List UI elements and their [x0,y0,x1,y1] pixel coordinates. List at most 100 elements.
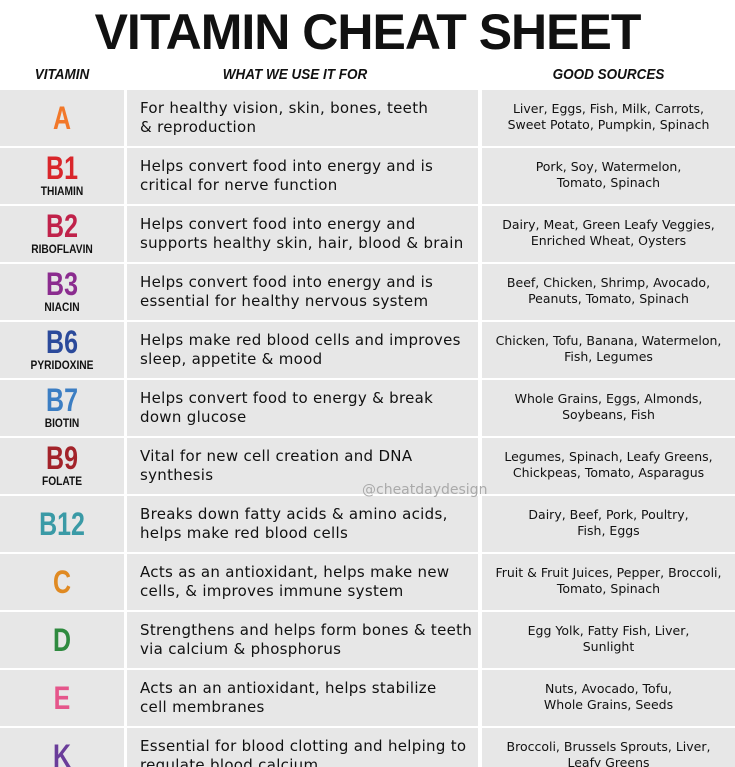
vitamin-letter: B9 [46,440,78,476]
table-cell: K [0,728,124,767]
vitamin-letter: B3 [46,266,78,302]
source-line: Legumes, Spinach, Leafy Greens, [504,449,713,464]
source-line: Chicken, Tofu, Banana, Watermelon, [495,333,722,348]
use-line: helps make red blood cells [140,524,349,542]
vitamin-name: THIAMIN [40,184,84,198]
source-line: Beef, Chicken, Shrimp, Avocado, [506,275,711,290]
source-line: Sunlight [582,639,635,654]
table-cell: Helps make red blood cells and improves s… [127,322,478,378]
source-line: Nuts, Avocado, Tofu, [544,681,672,696]
use-line: For healthy vision, skin, bones, teeth [140,99,429,117]
table-cell: Breaks down fatty acids & amino acids, he… [127,496,478,552]
vitamin-letter: E [53,680,71,716]
vitamin-name: FOLATE [41,474,83,488]
source-line: Chickpeas, Tomato, Asparagus [512,465,705,480]
use-line: Acts as an antioxidant, helps make new [140,563,450,581]
source-line: Tomato, Spinach [556,581,661,596]
use-line: Helps convert food into energy and [140,215,416,233]
use-line: Helps convert food into energy and is [140,273,434,291]
table-cell: B3 NIACIN [0,264,124,320]
table-cell: For healthy vision, skin, bones, teeth & … [127,90,478,146]
table-cell: D [0,612,124,668]
table-cell: Liver, Eggs, Fish, Milk, Carrots, Sweet P… [482,90,735,146]
use-line: Vital for new cell creation and DNA [140,447,413,465]
use-line: supports healthy skin, hair, blood & bra… [140,234,464,252]
vitamin-letter: B6 [46,324,78,360]
table-cell: Beef, Chicken, Shrimp, Avocado, Peanuts, … [482,264,735,320]
source-line: Pork, Soy, Watermelon, [535,159,682,174]
vitamin-letter: D [52,622,72,658]
title: VITAMIN CHEAT SHEET [94,4,642,60]
source-line: Soybeans, Fish [562,407,655,422]
source-line: Leafy Greens [567,755,650,767]
source-line: Broccoli, Brussels Sprouts, Liver, [506,739,711,754]
table-cell: Acts as an antioxidant, helps make new ce… [127,554,478,610]
column-header: WHAT WE USE IT FOR [222,66,368,83]
table-cell: Helps convert food into energy and suppor… [127,206,478,262]
table-cell: Helps convert food into energy and is cri… [127,148,478,204]
use-line: down glucose [140,408,247,426]
use-line: Strengthens and helps form bones & teeth [140,621,473,639]
vitamin-name: NIACIN [44,300,80,314]
source-line: Dairy, Beef, Pork, Poultry, [528,507,689,522]
vitamin-name: BIOTIN [44,416,80,430]
source-line: Fruit & Fruit Juices, Pepper, Broccoli, [495,565,722,580]
source-line: Fish, Eggs [577,523,640,538]
table-cell: Legumes, Spinach, Leafy Greens, Chickpeas… [482,438,735,494]
use-line: sleep, appetite & mood [140,350,323,368]
vitamin-letter: B1 [46,150,78,186]
table-cell: Dairy, Beef, Pork, Poultry, Fish, Eggs [482,496,735,552]
use-line: & reproduction [140,118,257,136]
table-cell: Chicken, Tofu, Banana, Watermelon, Fish, … [482,322,735,378]
table-cell: C [0,554,124,610]
column-header: GOOD SOURCES [552,66,665,83]
source-line: Egg Yolk, Fatty Fish, Liver, [527,623,690,638]
source-line: Dairy, Meat, Green Leafy Veggies, [502,217,715,232]
source-line: Peanuts, Tomato, Spinach [528,291,689,306]
use-line: essential for healthy nervous system [140,292,429,310]
table-cell: Acts an an antioxidant, helps stabilize c… [127,670,478,726]
source-line: Enriched Wheat, Oysters [530,233,687,248]
source-line: Whole Grains, Seeds [543,697,674,712]
table-cell: B9 FOLATE [0,438,124,494]
vitamin-letter: B12 [39,506,85,542]
vitamin-letter: K [52,738,72,767]
use-line: critical for nerve function [140,176,338,194]
table-cell: Fruit & Fruit Juices, Pepper, Broccoli, T… [482,554,735,610]
use-line: synthesis [140,466,214,484]
source-line: Liver, Eggs, Fish, Milk, Carrots, [512,101,705,116]
use-line: Helps convert food into energy and is [140,157,434,175]
use-line: cell membranes [140,698,265,716]
vitamin-letter: B2 [46,208,78,244]
use-line: Acts an an antioxidant, helps stabilize [140,679,437,697]
use-line: Helps make red blood cells and improves [140,331,461,349]
table-cell: B7 BIOTIN [0,380,124,436]
table-cell: B1 THIAMIN [0,148,124,204]
table-cell: B12 [0,496,124,552]
vitamin-letter: A [52,100,72,136]
table-cell: Egg Yolk, Fatty Fish, Liver, Sunlight [482,612,735,668]
source-line: Fish, Legumes [564,349,653,364]
vitamin-name: RIBOFLAVIN [31,242,93,256]
column-header: VITAMIN [34,66,90,83]
table-cell: Broccoli, Brussels Sprouts, Liver, Leafy … [482,728,735,767]
use-line: Essential for blood clotting and helping… [140,737,467,755]
source-line: Whole Grains, Eggs, Almonds, [514,391,703,406]
table-cell: Essential for blood clotting and helping… [127,728,478,767]
table-cell: Strengthens and helps form bones & teeth… [127,612,478,668]
table-cell: Dairy, Meat, Green Leafy Veggies, Enriche… [482,206,735,262]
vitamin-name: PYRIDOXINE [30,358,94,372]
source-line: Sweet Potato, Pumpkin, Spinach [507,117,710,132]
table-cell: Vital for new cell creation and DNA synth… [127,438,478,494]
table-cell: A [0,90,124,146]
table-cell: Nuts, Avocado, Tofu, Whole Grains, Seeds [482,670,735,726]
vitamin-letter: B7 [46,382,78,418]
use-line: Helps convert food to energy & break [140,389,434,407]
source-line: Tomato, Spinach [556,175,661,190]
watermark: @cheatdaydesign [362,482,488,498]
table-cell: E [0,670,124,726]
use-line: cells, & improves immune system [140,582,404,600]
table-cell: Whole Grains, Eggs, Almonds, Soybeans, Fi… [482,380,735,436]
vitamin-letter: C [52,564,72,600]
table-cell: Helps convert food to energy & break down… [127,380,478,436]
